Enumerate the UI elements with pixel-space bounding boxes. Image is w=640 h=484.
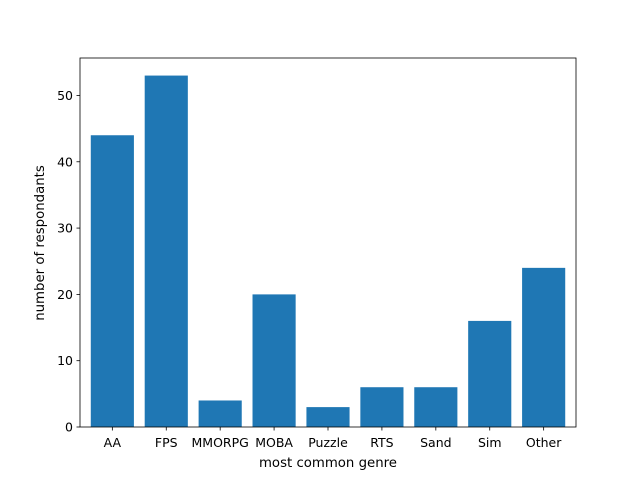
- bar-aa: [90, 135, 134, 427]
- y-tick-label: 50: [57, 88, 73, 103]
- y-tick-label: 40: [57, 154, 73, 169]
- x-tick-label: Sim: [478, 435, 502, 450]
- x-tick-label: Sand: [420, 435, 451, 450]
- y-tick-label: 20: [57, 287, 73, 302]
- x-tick-label: FPS: [155, 435, 178, 450]
- x-tick-label: Puzzle: [308, 435, 348, 450]
- y-axis-label: number of respondants: [33, 165, 48, 321]
- x-tick-label: MOBA: [255, 435, 293, 450]
- x-tick-label: RTS: [370, 435, 393, 450]
- bars-layer: [90, 75, 566, 427]
- bar-rts: [360, 387, 404, 427]
- bar-other: [522, 267, 566, 427]
- x-tick-label: Other: [526, 435, 562, 450]
- axes-layer: AA FPS MMORPG MOBA Puzzle RTS Sand Sim Other 0 10 2…: [57, 57, 577, 450]
- bar-puzzle: [306, 407, 350, 427]
- bar-fps: [144, 75, 188, 427]
- bar-moba: [252, 294, 296, 427]
- x-tick-label: AA: [104, 435, 122, 450]
- y-tick-label: 30: [57, 221, 73, 236]
- y-tick-label: 0: [65, 420, 73, 435]
- bar-mmorpg: [198, 400, 242, 427]
- x-tick-label: MMORPG: [192, 435, 249, 450]
- bar-sand: [414, 387, 458, 427]
- x-axis-label: most common genre: [259, 456, 397, 471]
- plot-frame: [79, 57, 577, 428]
- bar-sim: [468, 320, 512, 427]
- y-tick-label: 10: [57, 353, 73, 368]
